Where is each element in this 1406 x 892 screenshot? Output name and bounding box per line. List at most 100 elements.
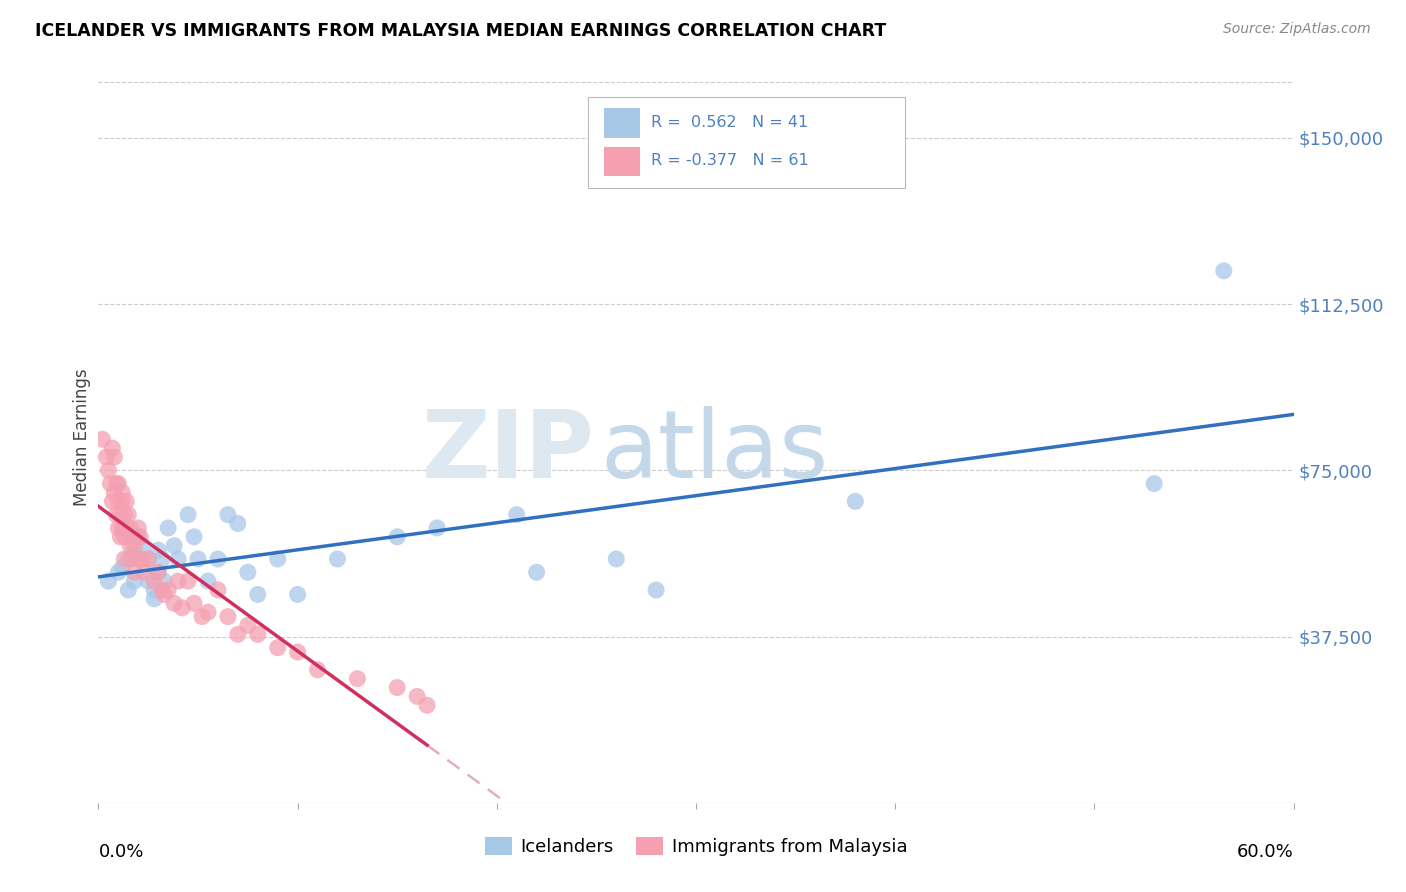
Point [136,552,159,566]
Point [226,627,249,641]
Point [197,574,219,589]
Point [287,645,309,659]
Point [153,574,176,589]
Point [267,552,290,566]
Point [246,587,269,601]
Point [157,521,180,535]
Point [506,508,529,522]
Y-axis label: Median Earnings: Median Earnings [73,368,91,506]
Point [129,530,152,544]
Point [148,566,170,580]
Point [844,494,866,508]
Point [107,494,129,508]
Point [124,548,146,562]
Point [120,521,142,535]
Point [136,574,159,589]
Point [153,587,176,601]
Point [91,432,114,446]
Point [385,681,409,695]
Point [127,521,149,535]
Point [121,552,143,566]
Point [183,596,205,610]
Point [307,663,329,677]
Point [127,552,149,566]
Point [163,539,186,553]
Text: Source: ZipAtlas.com: Source: ZipAtlas.com [1223,22,1371,37]
Point [605,552,627,566]
Point [267,640,290,655]
Point [207,552,229,566]
Point [246,627,269,641]
Point [101,494,124,508]
Legend: Icelanders, Immigrants from Malaysia: Icelanders, Immigrants from Malaysia [485,837,907,856]
Text: 60.0%: 60.0% [1237,843,1294,861]
Text: R =  0.562   N = 41: R = 0.562 N = 41 [651,115,808,130]
Point [96,450,118,464]
Point [124,539,146,553]
Point [191,609,214,624]
Point [105,476,128,491]
Point [97,463,120,477]
Point [177,574,200,589]
Point [111,494,134,508]
Point [98,476,122,491]
Point [167,552,190,566]
Point [287,587,309,601]
Point [217,508,239,522]
Text: R = -0.377   N = 61: R = -0.377 N = 61 [651,153,808,169]
Point [124,574,146,589]
Point [416,698,439,713]
Point [134,566,156,580]
Point [163,596,186,610]
Point [112,508,135,522]
Point [105,508,128,522]
Point [645,582,668,597]
Point [120,539,142,553]
Point [107,521,129,535]
Point [115,494,138,508]
Point [226,516,249,531]
Bar [605,147,640,177]
Point [117,582,139,597]
Point [197,605,219,619]
Point [107,566,129,580]
Point [148,543,170,558]
Point [187,552,209,566]
Point [103,450,125,464]
Point [148,566,170,580]
Point [426,521,449,535]
Point [385,530,409,544]
Point [117,552,139,566]
Point [236,566,259,580]
Bar [605,108,640,137]
Point [1143,476,1166,491]
Point [346,672,368,686]
Point [236,618,259,632]
Text: ICELANDER VS IMMIGRANTS FROM MALAYSIA MEDIAN EARNINGS CORRELATION CHART: ICELANDER VS IMMIGRANTS FROM MALAYSIA ME… [35,22,886,40]
Point [143,574,166,589]
Point [101,441,124,455]
Point [326,552,349,566]
Point [111,485,134,500]
Point [117,530,139,544]
Text: 0.0%: 0.0% [98,843,143,861]
Point [103,485,125,500]
Point [526,566,548,580]
Point [1212,264,1234,278]
Point [111,561,134,575]
Point [167,574,190,589]
Point [110,530,132,544]
Point [107,476,129,491]
Point [136,552,159,566]
Point [143,591,166,606]
Point [112,530,135,544]
Point [115,521,138,535]
Point [183,530,205,544]
Point [131,552,153,566]
Point [110,508,132,522]
Point [97,574,120,589]
Point [177,508,200,522]
Point [127,530,149,544]
Point [157,582,180,597]
Point [406,690,429,704]
